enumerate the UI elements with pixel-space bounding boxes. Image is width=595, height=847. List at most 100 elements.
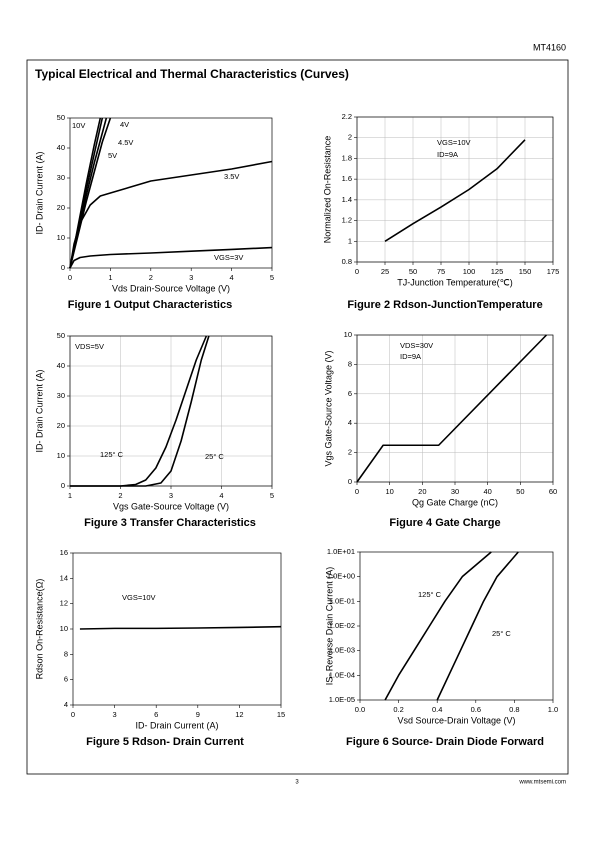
page-number: 3 <box>295 780 299 786</box>
y-tick-label: 1.2 <box>342 216 352 225</box>
y-tick-label: 10 <box>60 624 68 633</box>
x-tick-label: 2 <box>118 491 122 500</box>
doc-id: MT4160 <box>533 42 566 52</box>
y-tick-label: 50 <box>57 113 65 122</box>
x-tick-label: 60 <box>549 487 557 496</box>
x-tick-label: 2 <box>149 273 153 282</box>
data-line <box>436 551 519 701</box>
annotation: ID=9A <box>437 150 458 159</box>
footer-url: www.mtsemi.com <box>518 780 566 786</box>
x-tick-label: 75 <box>437 267 445 276</box>
y-tick-label: 20 <box>57 421 65 430</box>
x-tick-label: 3 <box>169 491 173 500</box>
y-tick-label: 40 <box>57 143 65 152</box>
data-line <box>69 160 273 269</box>
figure-caption: Figure 4 Gate Charge <box>389 517 500 529</box>
plot-frame <box>72 552 282 706</box>
series-label: 25° C <box>205 452 224 461</box>
plot-frame <box>359 551 554 701</box>
y-axis-label: ID- Drain Current (A) <box>34 151 44 234</box>
y-tick-label: 12 <box>60 599 68 608</box>
y-tick-label: 16 <box>60 548 68 557</box>
figure-caption: Figure 3 Transfer Characteristics <box>84 517 256 529</box>
series-label: 4.5V <box>118 138 133 147</box>
y-tick-label: 8 <box>348 359 352 368</box>
y-tick-label: 1.0E+00 <box>327 572 355 581</box>
x-tick-label: 12 <box>235 710 243 719</box>
x-tick-label: 6 <box>154 710 158 719</box>
series-label: VGS=3V <box>214 253 243 262</box>
x-tick-label: 0 <box>68 273 72 282</box>
x-tick-label: 1 <box>68 491 72 500</box>
y-tick-label: 0 <box>61 263 65 272</box>
x-tick-label: 0.6 <box>471 705 481 714</box>
series-label: 25° C <box>492 629 511 638</box>
x-axis-label: Vds Drain-Source Voltage (V) <box>112 283 230 293</box>
x-tick-label: 100 <box>463 267 476 276</box>
data-line <box>356 334 548 483</box>
x-tick-label: 5 <box>270 491 274 500</box>
y-tick-label: 1.6 <box>342 174 352 183</box>
figure-caption: Figure 6 Source- Drain Diode Forward <box>346 736 544 748</box>
y-axis-label: Rdson On-Resistance(Ω) <box>34 579 44 680</box>
series-label: 5V <box>108 151 117 160</box>
data-line <box>69 117 112 269</box>
x-tick-label: 15 <box>277 710 285 719</box>
y-tick-label: 1.0E-02 <box>329 621 355 630</box>
y-tick-label: 20 <box>57 203 65 212</box>
y-tick-label: 2.2 <box>342 112 352 121</box>
y-tick-label: 6 <box>64 675 68 684</box>
y-tick-label: 1.0E-04 <box>329 670 355 679</box>
x-axis-label: Vsd Source-Drain Voltage (V) <box>397 715 515 725</box>
figure-caption: Figure 1 Output Characteristics <box>68 299 232 311</box>
series-label: 4V <box>120 120 129 129</box>
data-line <box>384 139 526 242</box>
y-tick-label: 4 <box>64 700 68 709</box>
x-tick-label: 50 <box>516 487 524 496</box>
plot-frame <box>69 335 273 487</box>
x-tick-label: 20 <box>418 487 426 496</box>
y-tick-label: 30 <box>57 391 65 400</box>
data-line <box>384 551 492 701</box>
y-tick-label: 8 <box>64 649 68 658</box>
x-tick-label: 3 <box>189 273 193 282</box>
plot-frame <box>69 117 273 269</box>
x-tick-label: 1 <box>108 273 112 282</box>
series-label: 125° C <box>418 590 442 599</box>
x-tick-label: 10 <box>385 487 393 496</box>
x-axis-label: ID- Drain Current (A) <box>135 720 218 730</box>
figure-caption: Figure 2 Rdson-JunctionTemperature <box>347 299 542 311</box>
x-tick-label: 0.4 <box>432 705 442 714</box>
x-tick-label: 25 <box>381 267 389 276</box>
x-tick-label: 0.8 <box>509 705 519 714</box>
x-tick-label: 0 <box>355 487 359 496</box>
y-tick-label: 30 <box>57 173 65 182</box>
x-tick-label: 3 <box>113 710 117 719</box>
y-tick-label: 10 <box>344 330 352 339</box>
data-line <box>70 335 210 487</box>
y-tick-label: 1.0E-05 <box>329 695 355 704</box>
x-tick-label: 125 <box>491 267 504 276</box>
y-tick-label: 0 <box>61 481 65 490</box>
y-tick-label: 2 <box>348 133 352 142</box>
y-tick-label: 4 <box>348 418 352 427</box>
x-tick-label: 30 <box>451 487 459 496</box>
y-tick-label: 1.8 <box>342 153 352 162</box>
x-tick-label: 0 <box>71 710 75 719</box>
y-tick-label: 14 <box>60 573 68 582</box>
annotation: VGS=10V <box>122 593 156 602</box>
y-tick-label: 1 <box>348 236 352 245</box>
x-tick-label: 1.0 <box>548 705 558 714</box>
data-line <box>70 335 208 487</box>
series-label: 3.5V <box>224 172 239 181</box>
y-tick-label: 1.0E-03 <box>329 646 355 655</box>
series-label: 125° C <box>100 450 124 459</box>
y-tick-label: 0 <box>348 477 352 486</box>
x-tick-label: 0 <box>355 267 359 276</box>
page-frame <box>26 59 569 775</box>
x-axis-label: TJ-Junction Temperature(℃) <box>397 277 512 287</box>
annotation: VDS=5V <box>75 342 104 351</box>
y-tick-label: 10 <box>57 451 65 460</box>
